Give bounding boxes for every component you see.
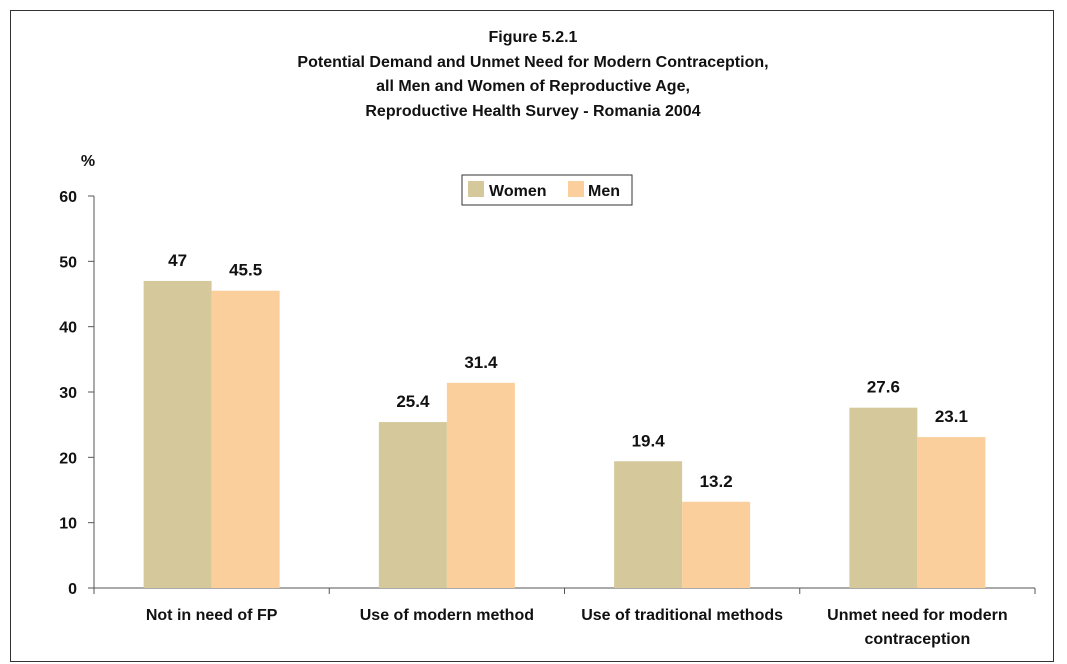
legend-swatch-women	[468, 181, 484, 197]
chart-title: Figure 5.2.1 Potential Demand and Unmet N…	[297, 29, 768, 120]
data-label-women-3: 27.6	[867, 378, 900, 397]
x-category-label: Use of modern method	[360, 607, 534, 624]
data-label-men-0: 45.5	[229, 261, 262, 280]
data-label-women-0: 47	[168, 251, 187, 270]
bar-men-3	[917, 437, 986, 588]
legend: Women Men	[461, 174, 633, 206]
y-tick-label: 10	[59, 516, 77, 533]
bar-men-0	[211, 290, 280, 588]
chart-title-line: Potential Demand and Unmet Need for Mode…	[297, 54, 768, 71]
legend-swatch-men	[568, 181, 584, 197]
bar-women-0	[143, 280, 212, 588]
y-tick-label: 60	[59, 189, 77, 206]
y-tick-label: 40	[59, 320, 77, 337]
bar-men-1	[446, 382, 515, 588]
bar-women-3	[849, 407, 918, 588]
data-label-men-1: 31.4	[464, 353, 498, 372]
bar-women-2	[614, 461, 683, 588]
y-tick-label: 20	[59, 450, 77, 467]
y-axis-label: %	[81, 153, 95, 170]
legend-label-men: Men	[588, 183, 620, 200]
chart-title-line: Figure 5.2.1	[489, 29, 578, 46]
y-tick-label: 30	[59, 385, 77, 402]
data-labels: 47 25.4 19.4 27.6 45.5 31.4 13.2 23.1	[168, 251, 968, 491]
data-label-women-2: 19.4	[632, 431, 666, 450]
data-label-men-2: 13.2	[700, 472, 733, 491]
data-label-women-1: 25.4	[396, 392, 430, 411]
y-axis-label-text: %	[81, 153, 95, 170]
x-category-label: Not in need of FP	[146, 607, 278, 624]
bar-men-2	[682, 501, 751, 588]
legend-box	[461, 174, 633, 206]
bar-women-1	[378, 422, 447, 588]
x-category-label: Use of traditional methods	[581, 607, 783, 624]
x-category-label: Unmet need for modern	[827, 607, 1007, 624]
legend-label-women: Women	[489, 183, 546, 200]
data-label-men-3: 23.1	[935, 407, 968, 426]
chart-title-line: Reproductive Health Survey - Romania 200…	[365, 103, 700, 120]
chart-title-line: all Men and Women of Reproductive Age,	[376, 78, 690, 95]
bars	[143, 280, 986, 588]
y-tick-label: 50	[59, 254, 77, 271]
y-tick-label: 0	[68, 581, 77, 598]
x-category-label: contraception	[864, 631, 970, 648]
